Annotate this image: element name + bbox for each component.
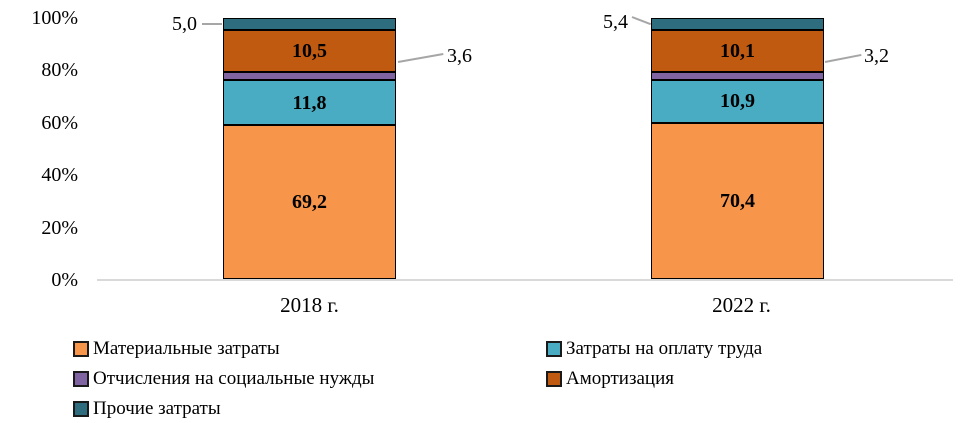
legend-swatch-icon <box>73 371 89 387</box>
legend-label: Амортизация <box>566 368 674 389</box>
legend-swatch-icon <box>73 341 89 357</box>
legend-item-Отчисления на социальные нужды: Отчисления на социальные нужды <box>73 368 374 390</box>
segment-value-label: 10,1 <box>720 39 755 62</box>
legend-item-Амортизация: Амортизация <box>546 368 762 390</box>
y-tick-label-60: 60% <box>41 111 78 134</box>
segment-value-label: 69,2 <box>292 190 327 213</box>
segment-Отчисления на социальные нужды <box>651 71 824 80</box>
segment-Материальные затраты: 70,4 <box>651 122 824 279</box>
segment-value-label: 10,9 <box>720 90 755 113</box>
legend-column-left: Материальные затраты Отчисления на социал… <box>73 338 374 423</box>
category-label-2018: 2018 г. <box>280 293 339 317</box>
legend-label: Затраты на оплату труда <box>566 338 763 359</box>
leader-line-prochie-2022 <box>631 16 652 26</box>
y-tick-label-100: 100% <box>31 6 78 29</box>
legend-column-right: Затраты на оплату труда Амортизация <box>546 338 762 398</box>
segment-Затраты на оплату труда: 11,8 <box>223 80 396 125</box>
segment-Амортизация: 10,1 <box>651 30 824 72</box>
segment-Прочие затраты <box>651 18 824 31</box>
segment-Амортизация: 10,5 <box>223 29 396 72</box>
legend-label: Прочие затраты <box>93 398 221 419</box>
legend-label: Материальные затраты <box>93 338 280 359</box>
segment-value-label: 70,4 <box>720 189 755 212</box>
bar-2018: 69,2 11,8 10,5 <box>223 17 396 279</box>
legend-swatch-icon <box>546 371 562 387</box>
segment-Отчисления на социальные нужды <box>223 71 396 81</box>
legend-item-Материальные затраты: Материальные затраты <box>73 338 374 360</box>
data-label-otchisleniya-2018: 3,6 <box>447 45 472 67</box>
bar-2022: 70,4 10,9 10,1 <box>651 18 824 279</box>
legend-item-Прочие затраты: Прочие затраты <box>73 398 374 420</box>
legend-item-Затраты на оплату труда: Затраты на оплату труда <box>546 338 762 360</box>
leader-line-prochie-2018 <box>202 23 222 25</box>
segment-value-label: 10,5 <box>292 39 327 62</box>
leader-line-otchisleniya-2018 <box>397 53 444 63</box>
legend-swatch-icon <box>546 341 562 357</box>
y-tick-label-0: 0% <box>51 269 78 291</box>
leader-line-otchisleniya-2022 <box>824 53 862 63</box>
y-tick-label-40: 40% <box>41 164 78 186</box>
segment-value-label: 11,8 <box>292 91 327 114</box>
legend-label: Отчисления на социальные нужды <box>93 368 375 389</box>
y-tick-label-80: 80% <box>41 59 78 81</box>
y-tick-label-20: 20% <box>41 216 78 239</box>
data-label-otchisleniya-2022: 3,2 <box>864 45 889 67</box>
segment-Прочие затраты <box>223 17 396 30</box>
segment-Затраты на оплату труда: 10,9 <box>651 79 824 123</box>
legend-swatch-icon <box>73 401 89 417</box>
data-label-prochie-2018: 5,0 <box>172 13 197 35</box>
segment-Материальные затраты: 69,2 <box>223 124 396 279</box>
data-label-prochie-2022: 5,4 <box>603 11 628 33</box>
x-axis-baseline <box>97 279 953 281</box>
category-label-2022: 2022 г. <box>712 293 771 317</box>
